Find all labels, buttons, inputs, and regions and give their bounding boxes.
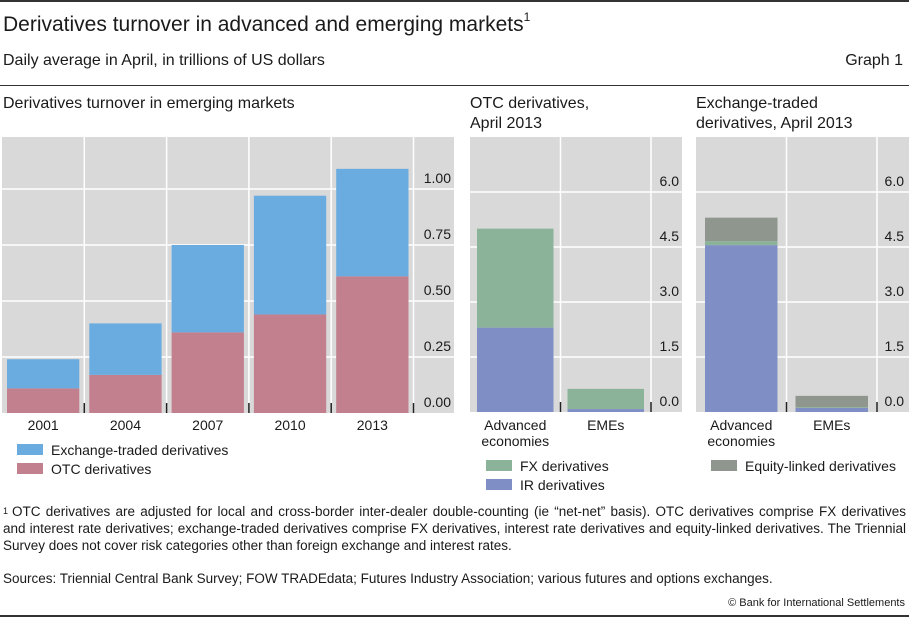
bar-exchange-traded-derivatives-2007 <box>171 245 244 333</box>
x-tick-label: EMEs <box>587 417 624 433</box>
subtitle: Daily average in April, in trillions of … <box>3 52 325 69</box>
bar-fx-derivatives-advanced-economies <box>477 228 554 328</box>
sources: Sources: Triennial Central Bank Survey; … <box>3 571 773 586</box>
graph-number: Graph 1 <box>845 52 903 69</box>
bar-equity-linked-derivatives-advanced-economies <box>705 217 778 242</box>
bar-fx-derivatives-advanced-economies <box>705 241 778 246</box>
y-tick-label: 3.0 <box>660 283 680 299</box>
y-tick-label: 0.00 <box>424 394 451 410</box>
bar-otc-derivatives-2013 <box>336 276 409 413</box>
legend-swatch-otc <box>17 463 43 474</box>
x-tick-label: 2007 <box>192 417 223 433</box>
footnote: 1 OTC derivatives are adjusted for local … <box>3 503 906 554</box>
panel-1-title: Derivatives turnover in emerging markets <box>3 95 295 112</box>
legend-swatch-exchange-traded <box>17 444 43 455</box>
y-tick-label: 4.5 <box>660 228 680 244</box>
footnote-text: OTC derivatives are adjusted for local a… <box>3 504 906 553</box>
panel-2-title: OTC derivatives, April 2013 <box>470 94 589 134</box>
panel-2-title-line-1: OTC derivatives, <box>470 95 590 112</box>
legend-item-exchange-traded: Exchange-traded derivatives <box>17 440 228 459</box>
legend-item-ir: IR derivatives <box>486 475 609 494</box>
bar-exchange-traded-derivatives-2010 <box>253 195 327 315</box>
legend-label: OTC derivatives <box>51 460 152 477</box>
legend-item-fx: FX derivatives <box>486 456 609 475</box>
x-tick-label: 2010 <box>274 417 305 433</box>
bar-otc-derivatives-2010 <box>253 314 327 413</box>
footnote-marker: 1 <box>3 506 9 516</box>
y-tick-label: 1.5 <box>885 338 905 354</box>
x-tick-label: economies <box>481 433 549 449</box>
panel-3-title: Exchange-traded derivatives, April 2013 <box>696 94 853 134</box>
bar-otc-derivatives-2004 <box>89 374 162 413</box>
panel-3-title-line-1: Exchange-traded <box>696 95 818 112</box>
legend-item-equity: Equity-linked derivatives <box>711 456 896 475</box>
panel-2-title-line-2: April 2013 <box>470 115 543 132</box>
legend-label: IR derivatives <box>520 476 605 493</box>
copyright: © Bank for International Settlements <box>728 597 905 609</box>
bar-equity-linked-derivatives-emes <box>795 395 868 408</box>
x-tick-label: 2001 <box>28 417 59 433</box>
legend-swatch-ir <box>486 479 512 490</box>
y-tick-label: 0.25 <box>424 338 451 354</box>
legend-swatch-fx <box>486 460 512 471</box>
bar-fx-derivatives-emes <box>567 388 644 410</box>
panel-2-legend: FX derivatives IR derivatives <box>486 456 609 494</box>
bar-ir-derivatives-emes <box>567 409 644 412</box>
x-tick-label: economies <box>707 433 775 449</box>
legend-label: Equity-linked derivatives <box>745 457 896 474</box>
panel-3-legend: Equity-linked derivatives <box>711 456 896 475</box>
bar-exchange-traded-derivatives-2013 <box>336 168 409 277</box>
bar-ir-derivatives-emes <box>795 407 868 412</box>
x-tick-label: 2004 <box>110 417 141 433</box>
bottom-rule <box>0 615 909 617</box>
y-tick-label: 1.5 <box>660 338 680 354</box>
x-tick-label: Advanced <box>710 417 772 433</box>
bar-otc-derivatives-2007 <box>171 332 244 413</box>
y-tick-label: 0.0 <box>885 393 905 409</box>
title-text: Derivatives turnover in advanced and eme… <box>3 13 524 36</box>
bar-fx-derivatives-emes <box>795 407 868 408</box>
x-tick-label: Advanced <box>484 417 546 433</box>
bar-otc-derivatives-2001 <box>7 388 80 413</box>
y-tick-label: 0.0 <box>660 393 680 409</box>
title-footnote-marker: 1 <box>523 10 531 24</box>
legend-swatch-equity <box>711 460 737 471</box>
y-tick-label: 1.00 <box>424 170 451 186</box>
y-tick-label: 6.0 <box>660 173 680 189</box>
panel-1-legend: Exchange-traded derivatives OTC derivati… <box>17 440 228 478</box>
x-tick-label: EMEs <box>813 417 850 433</box>
y-tick-label: 6.0 <box>885 173 905 189</box>
legend-item-otc: OTC derivatives <box>17 459 228 478</box>
bar-exchange-traded-derivatives-2004 <box>89 323 162 375</box>
legend-label: Exchange-traded derivatives <box>51 441 229 458</box>
page-title: Derivatives turnover in advanced and eme… <box>3 10 531 37</box>
chart-emerging-markets-turnover: 2001 2004 2007 2010 2013 0.00 0.25 0.50 0.75 1.00 <box>2 137 454 433</box>
x-tick-label: 2013 <box>357 417 388 433</box>
legend-label: FX derivatives <box>520 457 609 474</box>
y-tick-label: 0.75 <box>424 226 451 242</box>
panel-3-title-line-2: derivatives, April 2013 <box>696 115 853 132</box>
top-rule <box>0 0 909 2</box>
bar-ir-derivatives-advanced-economies <box>477 327 554 412</box>
bar-ir-derivatives-advanced-economies <box>705 245 778 412</box>
y-tick-label: 4.5 <box>885 228 905 244</box>
y-tick-label: 3.0 <box>885 283 905 299</box>
header-rule <box>0 85 909 86</box>
bar-exchange-traded-derivatives-2001 <box>7 359 80 389</box>
y-tick-label: 0.50 <box>424 282 451 298</box>
